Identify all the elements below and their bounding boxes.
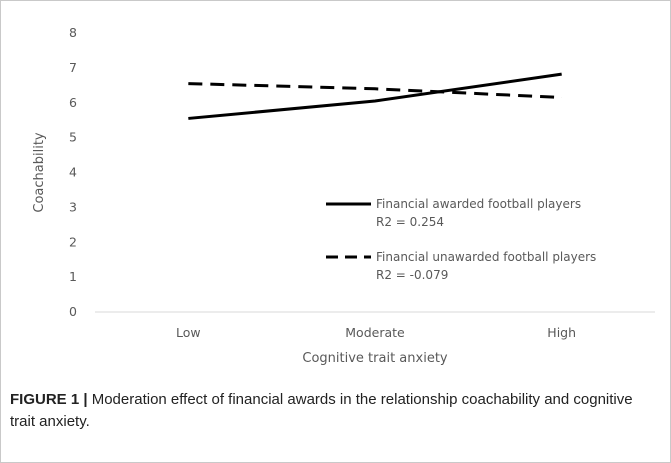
legend-r2-label: R2 = -0.079 <box>376 268 448 282</box>
series-line-unawarded <box>188 82 562 100</box>
series-lines <box>188 72 562 120</box>
legend: Financial awarded football players R2 = 0… <box>326 197 596 282</box>
x-tick-label: Moderate <box>345 325 405 340</box>
y-tick-label: 8 <box>69 25 77 40</box>
y-tick-label: 5 <box>69 130 77 145</box>
line-chart: 0 1 2 3 4 5 6 7 8 Low Moderate High Coachability C… <box>32 25 655 366</box>
y-tick-label: 6 <box>69 95 77 110</box>
y-axis-ticks: 0 1 2 3 4 5 6 7 8 <box>69 25 77 319</box>
legend-label: Financial unawarded football players <box>376 250 596 264</box>
y-tick-label: 3 <box>69 199 77 214</box>
x-tick-label: High <box>547 325 576 340</box>
figure-caption-text: Moderation effect of financial awards in… <box>10 391 633 430</box>
y-tick-label: 2 <box>69 234 77 249</box>
figure-label: FIGURE 1 | <box>10 391 88 408</box>
legend-r2-label: R2 = 0.254 <box>376 215 444 229</box>
x-axis-ticks: Low Moderate High <box>176 325 576 340</box>
x-tick-label: Low <box>176 325 201 340</box>
x-axis-title: Cognitive trait anxiety <box>302 351 448 366</box>
y-tick-label: 7 <box>69 60 77 75</box>
y-axis-title: Coachability <box>32 132 47 213</box>
figure-caption: FIGURE 1 | Moderation effect of financia… <box>10 389 640 433</box>
y-tick-label: 1 <box>69 269 77 284</box>
legend-label: Financial awarded football players <box>376 197 581 211</box>
y-tick-label: 4 <box>69 165 77 180</box>
y-tick-label: 0 <box>69 304 77 319</box>
